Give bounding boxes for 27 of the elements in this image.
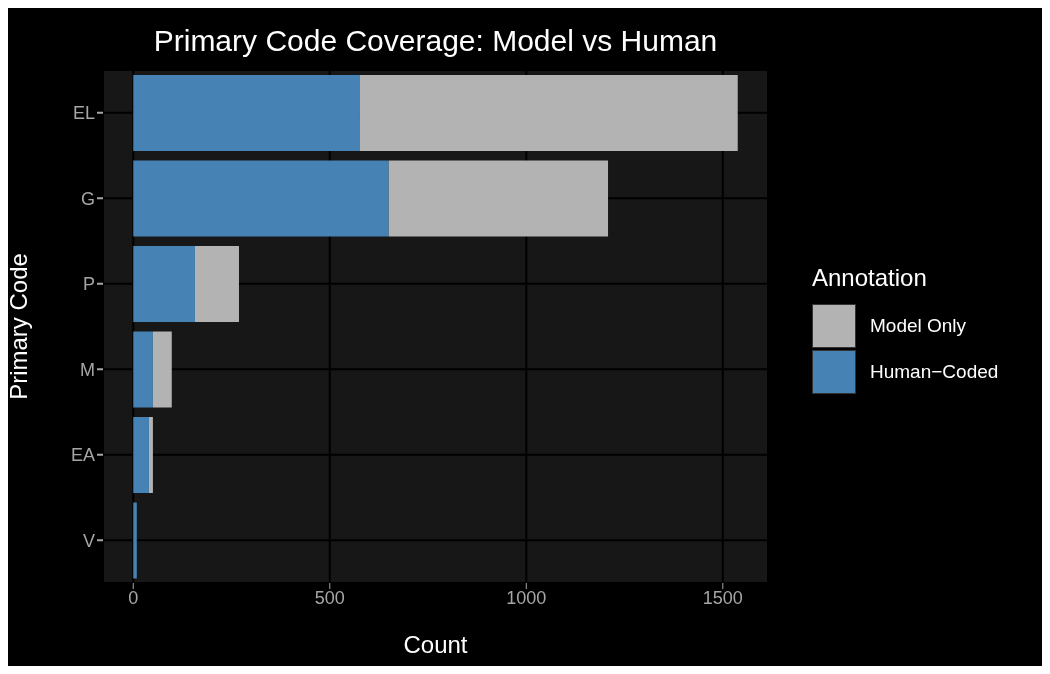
bar (133, 246, 195, 322)
y-tick-label: EA (70, 445, 95, 466)
legend-title: Annotation (812, 264, 928, 292)
x-tick-label: 1000 (506, 587, 547, 608)
y-tick-label: P (82, 274, 95, 295)
x-tick-label: 0 (128, 587, 139, 608)
legend-label: Human−Coded (870, 361, 999, 383)
y-axis-title: Primary Code (4, 253, 32, 400)
legend-label: Model Only (870, 315, 967, 337)
bar (133, 502, 137, 579)
chart-title: Primary Code Coverage: Model vs Human (152, 24, 719, 58)
bar (133, 75, 360, 151)
x-tick-label: 500 (314, 587, 345, 608)
y-tick-label: EL (72, 103, 95, 124)
y-tick-label: V (82, 530, 95, 551)
x-axis-title: Count (403, 631, 468, 658)
bar (133, 160, 389, 237)
x-tick-label: 1500 (702, 587, 743, 608)
bar (133, 417, 149, 493)
bar (359, 75, 738, 151)
bar (152, 331, 172, 408)
y-tick-label: G (80, 188, 95, 209)
y-tick-label: M (80, 359, 95, 380)
bar (148, 417, 153, 493)
bar (194, 246, 239, 322)
bar (133, 331, 153, 408)
bar (388, 160, 609, 237)
